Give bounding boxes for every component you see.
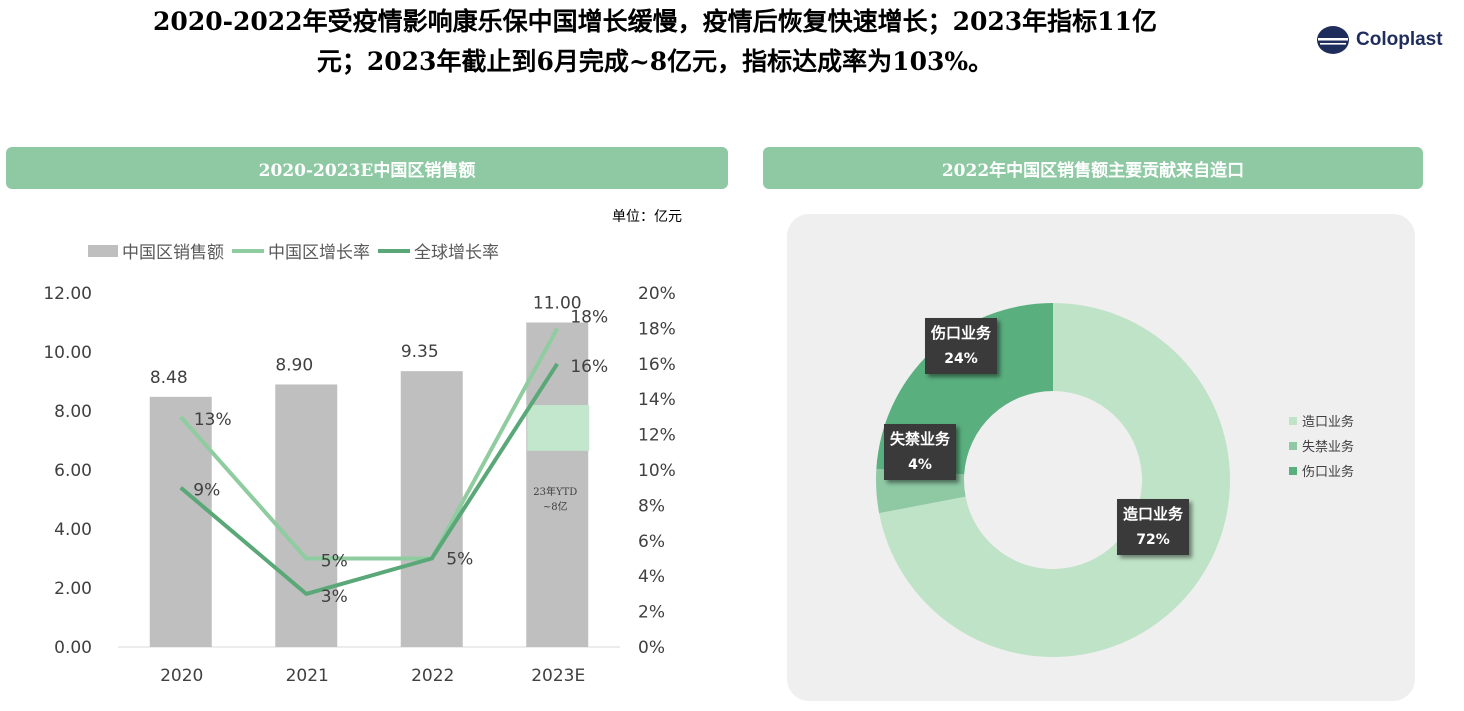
y-tick-label: 6.00 bbox=[54, 461, 92, 481]
y2-tick-label: 6% bbox=[638, 532, 665, 552]
headline: 2020-2022年受疫情影响康乐保中国增长缓慢，疫情后恢复快速增长；2023年… bbox=[0, 2, 1310, 82]
donut-label-continence-value: 4% bbox=[908, 457, 932, 473]
y2-tick-label: 16% bbox=[638, 355, 676, 375]
sales-growth-chart: 0.00 2.00 4.00 6.00 8.00 10.00 12.00 0% 2% 4% 6% 8%… bbox=[43, 284, 676, 686]
donut-label-wound-value: 24% bbox=[944, 351, 978, 367]
global-growth-label: 16% bbox=[570, 357, 608, 377]
headline-line-1: 2020-2022年受疫情影响康乐保中国增长缓慢，疫情后恢复快速增长；2023年… bbox=[153, 7, 1157, 36]
china-growth-line bbox=[179, 327, 560, 561]
sales-bar-label: 11.00 bbox=[533, 294, 582, 314]
legend-swatch-global-growth bbox=[378, 248, 410, 253]
donut-label-ostomy: 造口业务 72% bbox=[1117, 499, 1190, 555]
y-tick-label: 4.00 bbox=[54, 520, 92, 540]
y2-tick-label: 2% bbox=[638, 603, 665, 623]
donut-legend-label-ostomy: 造口业务 bbox=[1302, 415, 1355, 430]
y-tick-label: 0.00 bbox=[54, 638, 92, 658]
global-growth-line bbox=[179, 362, 559, 596]
legend-item-sales: 中国区销售额 bbox=[88, 238, 224, 263]
donut-legend-swatch-wound bbox=[1289, 466, 1297, 475]
legend-label-china-growth: 中国区增长率 bbox=[268, 243, 370, 263]
coloplast-logo-icon bbox=[1317, 26, 1349, 54]
donut-legend: 造口业务 失禁业务 伤口业务 bbox=[1289, 408, 1354, 483]
legend-label-sales: 中国区销售额 bbox=[122, 243, 224, 263]
donut-legend-label-wound: 伤口业务 bbox=[1302, 465, 1355, 480]
donut-legend-item-continence: 失禁业务 bbox=[1289, 433, 1354, 458]
x-tick-label: 2022 bbox=[411, 666, 454, 686]
donut-label-continence: 失禁业务 4% bbox=[884, 424, 957, 480]
left-chart-legend: 中国区销售额 中国区增长率 全球增长率 bbox=[88, 238, 507, 263]
y-tick-label: 2.00 bbox=[54, 579, 92, 599]
donut-legend-label-continence: 失禁业务 bbox=[1302, 440, 1355, 455]
donut-legend-swatch-continence bbox=[1289, 441, 1297, 450]
legend-swatch-sales bbox=[88, 244, 118, 257]
y-tick-label: 8.00 bbox=[54, 402, 92, 422]
global-growth-label: 9% bbox=[193, 481, 220, 501]
x-tick-label: 2020 bbox=[160, 666, 203, 686]
legend-label-global-growth: 全球增长率 bbox=[414, 243, 499, 263]
y2-tick-label: 12% bbox=[638, 426, 676, 446]
sales-bar bbox=[526, 322, 589, 647]
donut-legend-item-ostomy: 造口业务 bbox=[1289, 408, 1354, 433]
ytd-highlight-box bbox=[527, 405, 590, 451]
donut-label-wound: 伤口业务 24% bbox=[925, 318, 998, 374]
sales-bar bbox=[149, 396, 212, 647]
legend-swatch-china-growth bbox=[232, 248, 264, 253]
sales-bar-label: 8.48 bbox=[150, 368, 188, 388]
y2-tick-label: 20% bbox=[638, 284, 676, 304]
y2-tick-label: 0% bbox=[638, 638, 665, 658]
headline-line-2: 元；2023年截止到6月完成~8亿元，指标达成率为103%。 bbox=[316, 47, 994, 76]
logo-text: Coloplast bbox=[1356, 29, 1443, 50]
donut-label-ostomy-name: 造口业务 bbox=[1123, 505, 1184, 523]
china-growth-label: 18% bbox=[570, 307, 608, 327]
right-panel-header: 2022年中国区销售额主要贡献来自造口 bbox=[763, 147, 1423, 189]
y2-tick-label: 18% bbox=[638, 319, 676, 339]
ytd-annotation-line-2: ~8亿 bbox=[543, 500, 568, 513]
ytd-annotation-line-1: 23年YTD bbox=[533, 485, 577, 498]
y-tick-label: 12.00 bbox=[43, 284, 92, 304]
x-tick-label: 2023E bbox=[531, 666, 585, 686]
donut-legend-swatch-ostomy bbox=[1289, 416, 1297, 425]
legend-item-global-growth: 全球增长率 bbox=[378, 238, 499, 263]
donut-label-ostomy-value: 72% bbox=[1136, 532, 1170, 548]
donut-legend-item-wound: 伤口业务 bbox=[1289, 458, 1354, 483]
china-growth-label: 13% bbox=[194, 410, 232, 430]
y2-tick-label: 4% bbox=[638, 567, 665, 587]
x-tick-label: 2021 bbox=[286, 666, 329, 686]
y2-tick-label: 8% bbox=[638, 496, 665, 516]
donut-slice-ostomy bbox=[879, 303, 1230, 657]
y-tick-label: 10.00 bbox=[43, 343, 92, 363]
donut-label-continence-name: 失禁业务 bbox=[890, 430, 951, 448]
global-growth-label: 5% bbox=[446, 550, 473, 570]
sales-bar bbox=[400, 371, 463, 647]
legend-item-china-growth: 中国区增长率 bbox=[232, 238, 370, 263]
donut-label-wound-name: 伤口业务 bbox=[931, 324, 992, 342]
coloplast-logo: Coloplast bbox=[1316, 25, 1443, 55]
unit-label: 单位：亿元 bbox=[612, 209, 682, 225]
sales-bar-label: 9.35 bbox=[401, 342, 439, 362]
sales-bar-label: 8.90 bbox=[275, 355, 313, 375]
sales-bar bbox=[275, 384, 338, 647]
china-growth-label: 5% bbox=[321, 552, 348, 572]
global-growth-label: 3% bbox=[321, 587, 348, 607]
y2-tick-label: 10% bbox=[638, 461, 676, 481]
y2-tick-label: 14% bbox=[638, 390, 676, 410]
left-panel-header: 2020-2023E中国区销售额 bbox=[6, 147, 728, 189]
